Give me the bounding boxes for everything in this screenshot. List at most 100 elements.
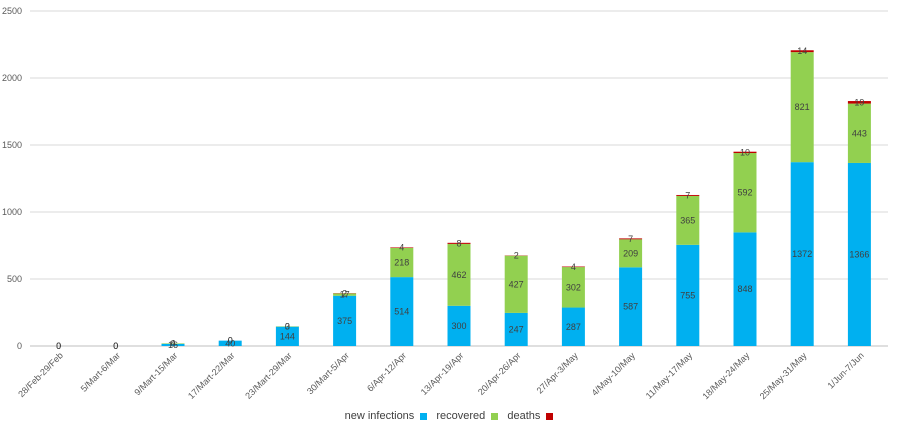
legend-swatch-infections xyxy=(420,412,428,420)
data-label: 8 xyxy=(456,238,461,248)
bar-deaths xyxy=(790,50,814,53)
data-label: 1372 xyxy=(792,249,812,259)
data-label: 0 xyxy=(113,341,118,351)
bar-infections xyxy=(447,305,471,346)
legend-swatch-recovered xyxy=(491,412,499,420)
bar-recovered xyxy=(333,293,357,296)
legend-item-deaths: deaths xyxy=(507,410,554,422)
y-axis-ticks: 0 500 1000 1500 2000 2500 xyxy=(2,6,22,351)
data-label: 587 xyxy=(623,302,638,312)
data-label: 14 xyxy=(797,46,807,56)
data-label: 375 xyxy=(337,316,352,326)
data-label: 848 xyxy=(737,284,752,294)
x-tick-label: 28/Feb-29/Feb xyxy=(16,350,65,399)
bar-recovered xyxy=(790,52,814,163)
data-label: 0 xyxy=(113,341,118,351)
y-tick-label: 0 xyxy=(17,341,22,351)
bar-deaths xyxy=(619,238,643,240)
data-label: 2 xyxy=(514,251,519,261)
bar-deaths xyxy=(847,101,871,104)
legend-label-deaths: deaths xyxy=(507,410,541,422)
legend-label-recovered: recovered xyxy=(436,410,486,422)
x-tick-label: 17/Mart-22/Mar xyxy=(186,350,237,401)
data-label: 16 xyxy=(168,340,178,350)
bar-deaths xyxy=(733,151,757,154)
legend-item-recovered: recovered xyxy=(436,410,499,422)
data-label: 302 xyxy=(566,282,581,292)
x-tick-label: 27/Apr-3/May xyxy=(535,350,581,396)
bar-infections xyxy=(275,326,299,346)
bar-infections xyxy=(676,244,700,346)
x-tick-label: 11/May-17/May xyxy=(644,350,695,401)
legend: new infections recovered deaths xyxy=(0,410,898,422)
data-label: 2 xyxy=(342,288,347,298)
bar-infections xyxy=(504,312,528,346)
legend-swatch-deaths xyxy=(546,412,554,420)
data-label: 19 xyxy=(854,97,864,107)
y-tick-label: 2000 xyxy=(2,73,22,83)
data-label: 3 xyxy=(285,322,290,332)
data-label: 209 xyxy=(623,248,638,258)
data-label: 1366 xyxy=(849,249,869,259)
x-tick-label: 23/Mart-29/Mar xyxy=(243,350,294,401)
bar-recovered xyxy=(676,195,700,245)
data-label: 0 xyxy=(56,341,61,351)
x-tick-label: 9/Mart-15/Mar xyxy=(132,350,179,397)
bar-deaths xyxy=(676,194,700,196)
bar-recovered xyxy=(504,255,528,313)
x-tick-label: 25/May-31/May xyxy=(758,350,809,401)
bar-infections xyxy=(847,162,871,346)
bar-infections xyxy=(561,307,585,346)
data-label: 287 xyxy=(566,322,581,332)
data-label: 17 xyxy=(340,290,350,300)
x-tick-label: 1/Jun-7/Jun xyxy=(825,350,865,390)
bar-recovered xyxy=(619,239,643,268)
data-label: 0 xyxy=(56,341,61,351)
bar-deaths xyxy=(390,247,414,248)
bar-recovered xyxy=(733,153,757,233)
data-label: 247 xyxy=(509,324,524,334)
data-label: 0 xyxy=(228,336,233,346)
data-label: 0 xyxy=(56,341,61,351)
y-tick-label: 1500 xyxy=(2,140,22,150)
data-label: 218 xyxy=(394,258,409,268)
data-label: 462 xyxy=(451,270,466,280)
x-axis-ticks: 28/Feb-29/Feb 5/Mart-6/Mar 9/Mart-15/Mar 17… xyxy=(16,350,866,401)
bar-infections xyxy=(218,340,242,346)
bar-infections xyxy=(733,232,757,346)
data-label: 0 xyxy=(285,321,290,331)
bar-deaths xyxy=(447,242,471,244)
x-tick-label: 5/Mart-6/Mar xyxy=(79,350,122,393)
bar-infections xyxy=(790,162,814,346)
data-label: 10 xyxy=(740,147,750,157)
bars xyxy=(161,50,871,346)
bar-recovered xyxy=(847,103,871,163)
data-label: 0 xyxy=(170,338,175,348)
bar-infections xyxy=(161,343,185,346)
data-label: 427 xyxy=(509,279,524,289)
x-tick-label: 30/Mart-5/Apr xyxy=(305,350,351,396)
bar-infections xyxy=(390,277,414,346)
bar-recovered xyxy=(561,267,585,308)
data-label: 443 xyxy=(852,128,867,138)
data-label: 821 xyxy=(795,102,810,112)
data-label: 300 xyxy=(451,321,466,331)
x-tick-label: 20/Apr-26/Apr xyxy=(476,350,523,397)
bar-infections xyxy=(619,267,643,346)
x-tick-label: 6/Apr-12/Apr xyxy=(365,350,408,393)
bar-recovered xyxy=(447,243,471,306)
data-label: 7 xyxy=(628,234,633,244)
y-tick-label: 1000 xyxy=(2,207,22,217)
x-tick-label: 18/May-24/May xyxy=(700,350,751,401)
x-tick-label: 13/Apr-19/Apr xyxy=(419,350,466,397)
bar-recovered xyxy=(390,247,414,278)
data-label: 592 xyxy=(737,188,752,198)
bar-recovered xyxy=(161,343,185,344)
data-label: 514 xyxy=(394,307,409,317)
y-tick-label: 2500 xyxy=(2,6,22,16)
data-label: 7 xyxy=(685,190,690,200)
data-label: 0 xyxy=(228,336,233,346)
data-label: 40 xyxy=(225,338,235,348)
